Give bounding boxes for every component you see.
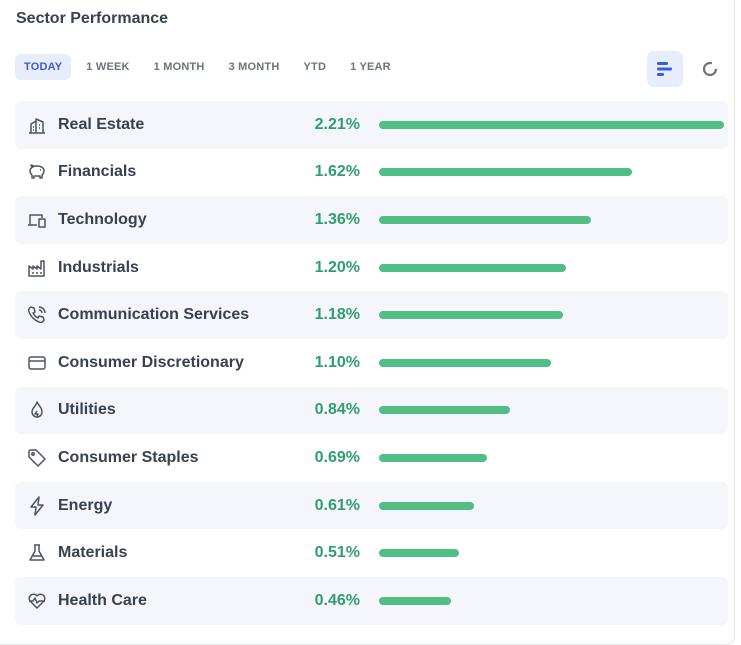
heart-pulse-icon	[26, 590, 48, 612]
list-item[interactable]: Technology 1.36%	[15, 196, 728, 244]
sector-change: 0.51%	[314, 544, 360, 562]
donut-chart-icon	[702, 61, 718, 77]
sector-bar-track	[379, 596, 724, 605]
sector-bar	[379, 358, 551, 367]
sector-name: Consumer Discretionary	[58, 353, 244, 371]
sector-change: 0.61%	[314, 496, 360, 514]
sector-bar	[379, 453, 487, 462]
sector-bar-track	[379, 501, 724, 510]
list-item[interactable]: Materials 0.51%	[15, 529, 728, 577]
sector-bar-track	[379, 549, 724, 558]
tab-ytd[interactable]: YTD	[303, 61, 327, 73]
list-item[interactable]: Consumer Discretionary 1.10%	[15, 339, 728, 387]
timeframe-tabs: TODAY 1 WEEK 1 MONTH 3 MONTH YTD 1 YEAR	[15, 54, 406, 80]
sector-change: 1.20%	[314, 258, 360, 276]
list-item[interactable]: Industrials 1.20%	[15, 244, 728, 292]
sector-change: 0.69%	[314, 448, 360, 466]
list-item[interactable]: Communication Services 1.18%	[15, 291, 728, 339]
list-item[interactable]: Real Estate 2.21%	[15, 101, 728, 149]
sector-name: Materials	[58, 544, 128, 562]
sector-name: Financials	[58, 163, 137, 181]
sector-bar	[379, 263, 567, 272]
sector-bar	[379, 120, 724, 129]
sector-bar-track	[379, 406, 724, 415]
sector-change: 0.84%	[314, 401, 360, 419]
sector-bar	[379, 549, 459, 558]
flame-icon	[26, 399, 48, 421]
list-item[interactable]: Consumer Staples 0.69%	[15, 434, 728, 482]
sector-name: Consumer Staples	[58, 448, 199, 466]
tab-today[interactable]: TODAY	[15, 54, 72, 80]
sector-bar-track	[379, 120, 724, 129]
sector-bar	[379, 596, 451, 605]
sector-bar-track	[379, 215, 724, 224]
sector-bar	[379, 215, 592, 224]
sector-change: 1.10%	[314, 353, 360, 371]
sector-bar-track	[379, 453, 724, 462]
sector-name: Utilities	[58, 401, 116, 419]
bolt-icon	[26, 495, 48, 517]
building-icon	[26, 114, 48, 136]
sector-bar-track	[379, 263, 724, 272]
sector-name: Real Estate	[58, 115, 145, 133]
sector-name: Health Care	[58, 591, 147, 609]
sector-name: Energy	[58, 496, 113, 514]
list-item[interactable]: Health Care 0.46%	[15, 576, 728, 625]
factory-icon	[26, 257, 48, 279]
tab-1-year[interactable]: 1 YEAR	[350, 61, 391, 73]
bar-chart-icon	[657, 62, 672, 76]
sector-bar	[379, 168, 632, 177]
bar-view-button[interactable]	[647, 51, 683, 87]
tab-1-month[interactable]: 1 MONTH	[153, 61, 205, 73]
sector-list: Real Estate 2.21% Financials 1.62% Techn…	[15, 101, 728, 625]
devices-icon	[26, 209, 48, 231]
sector-bar-track	[379, 168, 724, 177]
piggy-bank-icon	[26, 161, 48, 183]
tab-1-week[interactable]: 1 WEEK	[86, 61, 130, 73]
sector-name: Communication Services	[58, 306, 250, 324]
sector-bar	[379, 311, 564, 320]
sector-name: Industrials	[58, 258, 139, 276]
sector-bar	[379, 501, 475, 510]
tag-icon	[26, 447, 48, 469]
sector-bar-track	[379, 358, 724, 367]
list-item[interactable]: Utilities 0.84%	[15, 386, 728, 435]
sector-change: 0.46%	[314, 591, 360, 609]
sector-change: 1.62%	[314, 163, 360, 181]
sector-name: Technology	[58, 210, 147, 228]
sector-change: 1.36%	[314, 210, 360, 228]
tab-3-month[interactable]: 3 MONTH	[228, 61, 280, 73]
phone-icon	[26, 304, 48, 326]
flask-icon	[26, 542, 48, 564]
card-title: Sector Performance	[16, 10, 169, 27]
sector-bar-track	[379, 311, 724, 320]
sector-change: 2.21%	[314, 115, 360, 133]
list-item[interactable]: Energy 0.61%	[15, 481, 728, 530]
donut-view-button[interactable]	[692, 51, 728, 87]
sector-bar	[379, 406, 511, 415]
sector-change: 1.18%	[314, 306, 360, 324]
credit-card-icon	[26, 352, 48, 374]
list-item[interactable]: Financials 1.62%	[15, 149, 728, 197]
